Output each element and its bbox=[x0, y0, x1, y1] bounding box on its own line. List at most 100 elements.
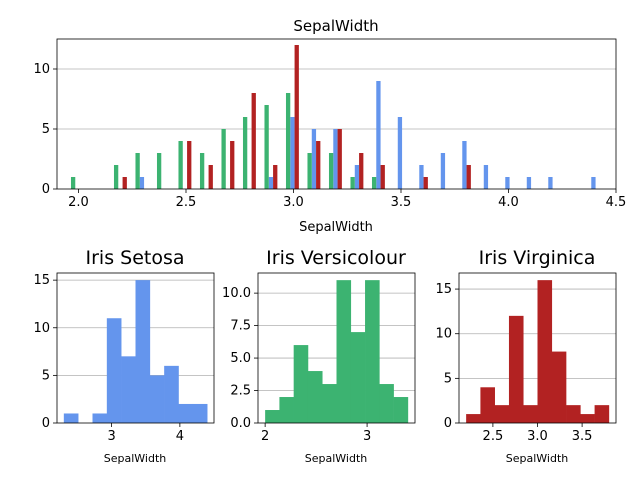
virginica-bar bbox=[273, 165, 278, 189]
y-tick-label: 5 bbox=[42, 122, 50, 137]
virginica-bar bbox=[208, 165, 213, 189]
versicolour-histogram-bar bbox=[393, 397, 409, 423]
versicolour-bar bbox=[178, 141, 183, 189]
setosa-histogram-bar bbox=[164, 365, 179, 423]
virginica-chart-xlabel: SepalWidth bbox=[506, 452, 569, 465]
setosa-chart-title: Iris Setosa bbox=[86, 247, 185, 269]
x-tick-label: 2.5 bbox=[483, 429, 504, 444]
setosa-bar bbox=[526, 177, 532, 189]
y-tick-label: 10 bbox=[33, 321, 50, 336]
top-chart: SepalWidth 0 5 10 2.0 2.5 3.0 3.5 4.0 4.5 SepalW… bbox=[33, 17, 626, 235]
versicolour-bar bbox=[328, 153, 334, 189]
virginica-bar bbox=[122, 177, 127, 189]
virginica-histogram-bar bbox=[537, 280, 553, 423]
virginica-histogram-bar bbox=[494, 405, 510, 423]
versicolour-histogram-bar bbox=[350, 332, 366, 423]
versicolour-chart-title: Iris Versicolour bbox=[266, 247, 406, 269]
x-tick-label: 3.0 bbox=[283, 195, 304, 210]
top-chart-frame bbox=[56, 38, 617, 190]
setosa-histogram-bar bbox=[192, 403, 208, 423]
virginica-bar bbox=[337, 129, 342, 189]
y-tick-label: 10.0 bbox=[222, 286, 251, 301]
setosa-bar bbox=[505, 177, 510, 189]
x-tick-label: 2.5 bbox=[176, 195, 197, 210]
versicolour-histogram-bar bbox=[265, 410, 280, 423]
versicolour-histogram-bar bbox=[379, 384, 394, 423]
setosa-bar bbox=[462, 141, 467, 189]
versicolour-bar bbox=[350, 177, 355, 189]
y-tick-label: 10 bbox=[435, 327, 452, 342]
versicolour-bar bbox=[135, 153, 140, 189]
x-tick-label: 3 bbox=[363, 429, 371, 444]
virginica-histogram-bar bbox=[580, 414, 595, 423]
virginica-chart: Iris Virginica 0 5 10 15 2.5 3.0 3.5 SepalWidt… bbox=[435, 247, 617, 465]
y-tick-label: 15 bbox=[33, 273, 50, 288]
setosa-histogram-bar bbox=[121, 356, 136, 423]
versicolour-bar bbox=[70, 177, 76, 189]
versicolour-bar bbox=[371, 177, 377, 189]
virginica-bar bbox=[380, 165, 385, 189]
x-tick-label: 4.5 bbox=[606, 195, 627, 210]
y-tick-label: 0 bbox=[42, 416, 50, 431]
setosa-histogram-bar bbox=[178, 403, 194, 423]
y-tick-label: 2.5 bbox=[230, 384, 251, 399]
x-tick-label: 4.0 bbox=[498, 195, 519, 210]
virginica-bar bbox=[294, 45, 299, 189]
versicolour-bar bbox=[156, 153, 162, 189]
setosa-histogram-bar bbox=[63, 413, 79, 423]
virginica-chart-title: Iris Virginica bbox=[479, 247, 596, 269]
setosa-histogram-bar bbox=[92, 413, 108, 423]
y-tick-label: 10 bbox=[33, 62, 50, 77]
setosa-bar bbox=[311, 129, 317, 189]
setosa-histogram-bar bbox=[135, 280, 151, 423]
setosa-bar bbox=[440, 153, 446, 189]
versicolour-histogram-bar bbox=[307, 371, 323, 423]
versicolour-bar bbox=[242, 117, 248, 189]
setosa-chart-frame bbox=[56, 272, 215, 424]
y-tick-label: 7.5 bbox=[230, 319, 251, 334]
setosa-chart: Iris Setosa 0 5 10 15 3 4 SepalWidth bbox=[33, 247, 215, 465]
y-tick-label: 0.0 bbox=[230, 416, 251, 431]
x-tick-label: 3.5 bbox=[572, 429, 593, 444]
x-tick-label: 2.0 bbox=[68, 195, 89, 210]
setosa-bar bbox=[139, 177, 145, 189]
virginica-bar bbox=[359, 153, 364, 189]
virginica-bar bbox=[230, 141, 235, 189]
setosa-bar bbox=[376, 81, 381, 189]
setosa-bar bbox=[419, 165, 424, 189]
x-tick-label: 3.0 bbox=[527, 429, 548, 444]
versicolour-bar bbox=[221, 129, 226, 189]
x-tick-label: 2 bbox=[261, 429, 269, 444]
versicolour-chart-frame bbox=[257, 272, 416, 424]
setosa-bar bbox=[397, 117, 403, 189]
virginica-bar bbox=[316, 141, 321, 189]
y-tick-label: 5 bbox=[444, 371, 452, 386]
virginica-bar bbox=[466, 165, 471, 189]
x-tick-label: 3 bbox=[107, 429, 115, 444]
virginica-histogram-bar bbox=[566, 405, 581, 423]
y-tick-label: 0 bbox=[444, 416, 452, 431]
versicolour-histogram-bar bbox=[365, 280, 380, 423]
y-tick-label: 15 bbox=[435, 282, 452, 297]
y-tick-label: 5 bbox=[42, 368, 50, 383]
virginica-bar bbox=[423, 177, 428, 189]
versicolour-bar bbox=[113, 165, 119, 189]
x-tick-label: 3.5 bbox=[391, 195, 412, 210]
setosa-bar bbox=[290, 117, 295, 189]
versicolour-bar bbox=[264, 105, 269, 189]
x-tick-label: 4 bbox=[176, 429, 184, 444]
versicolour-chart-xlabel: SepalWidth bbox=[305, 452, 368, 465]
versicolour-histogram-bar bbox=[279, 397, 294, 423]
y-tick-label: 0 bbox=[42, 182, 50, 197]
versicolour-histogram-bar bbox=[322, 384, 337, 423]
setosa-histogram-bar bbox=[106, 318, 122, 423]
versicolour-histogram-bar bbox=[293, 345, 309, 423]
setosa-bar bbox=[548, 177, 553, 189]
virginica-histogram-bar bbox=[480, 387, 495, 423]
top-chart-xlabel: SepalWidth bbox=[299, 220, 373, 235]
virginica-histogram-bar bbox=[594, 405, 610, 423]
versicolour-bar bbox=[285, 93, 291, 189]
setosa-chart-xlabel: SepalWidth bbox=[104, 452, 167, 465]
virginica-bar bbox=[251, 93, 256, 189]
